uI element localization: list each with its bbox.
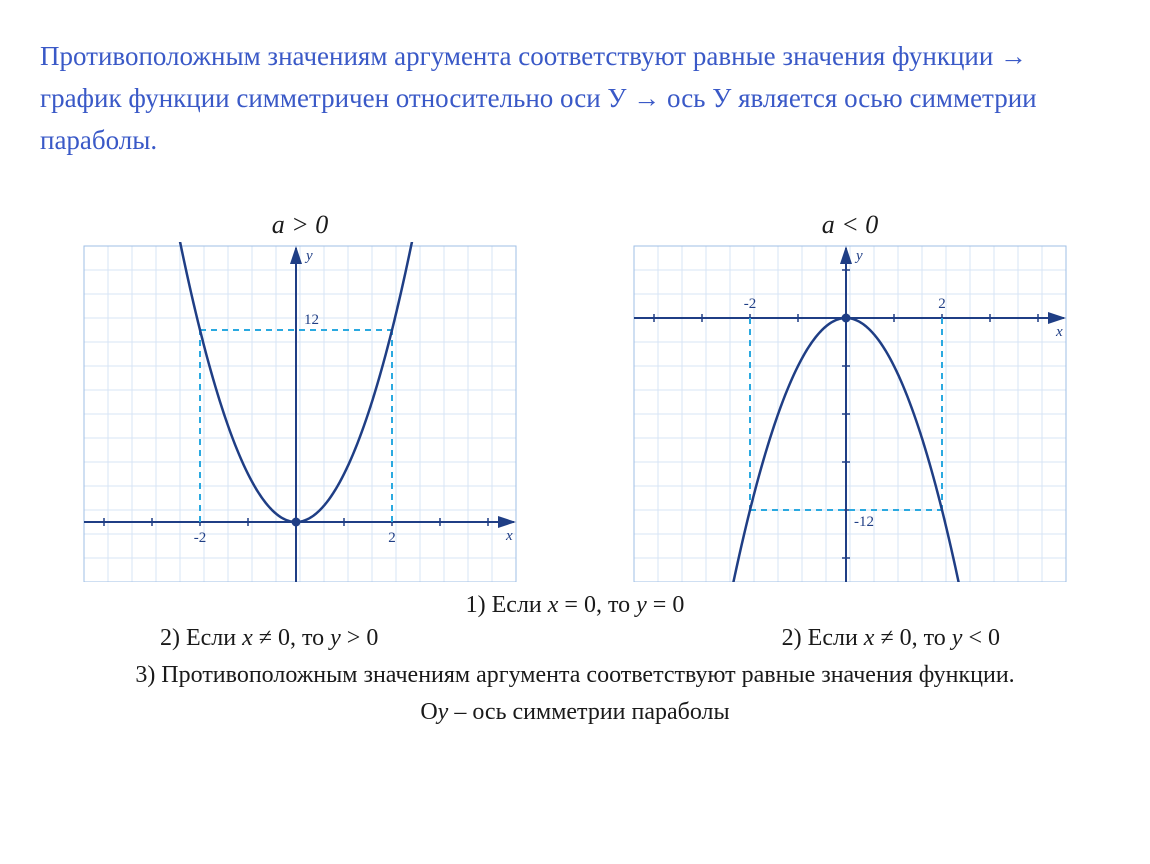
svg-text:y: y: [854, 248, 863, 264]
footer-line-2-split: 2) Если x ≠ 0, то y > 0 2) Если x ≠ 0, т…: [40, 625, 1110, 652]
chart-right: -2 2 -12 y x: [630, 242, 1070, 582]
chart-right-block: a < 0 -2 2 -12 y x: [630, 210, 1070, 582]
svg-text:12: 12: [304, 312, 319, 328]
chart-right-title: a < 0: [822, 210, 879, 240]
footer-block: 1) Если x = 0, то y = 0 2) Если x ≠ 0, т…: [40, 592, 1110, 726]
svg-text:2: 2: [388, 530, 396, 546]
footer-line-2-left: 2) Если x ≠ 0, то y > 0: [160, 625, 378, 652]
svg-text:2: 2: [938, 296, 946, 312]
footer-line-4: Oy – ось симметрии параболы: [40, 699, 1110, 726]
svg-text:x: x: [1055, 324, 1063, 340]
chart-left: -2 2 12 y x: [80, 242, 520, 582]
intro-text: Противоположным значениям аргумента соот…: [40, 36, 1110, 162]
svg-text:x: x: [505, 528, 513, 544]
svg-text:y: y: [304, 248, 313, 264]
footer-line-3: 3) Противоположным значениям аргумента с…: [40, 662, 1110, 689]
footer-line-2-right: 2) Если x ≠ 0, то y < 0: [782, 625, 1000, 652]
svg-text:-12: -12: [854, 514, 874, 530]
chart-left-title: a > 0: [272, 210, 329, 240]
svg-text:-2: -2: [194, 530, 207, 546]
chart-left-block: a > 0 -2 2 12 y x: [80, 210, 520, 582]
footer-line-1: 1) Если x = 0, то y = 0: [40, 592, 1110, 619]
svg-text:-2: -2: [744, 296, 757, 312]
charts-row: a > 0 -2 2 12 y x a < 0 -2 2 -12 y x: [40, 210, 1110, 582]
